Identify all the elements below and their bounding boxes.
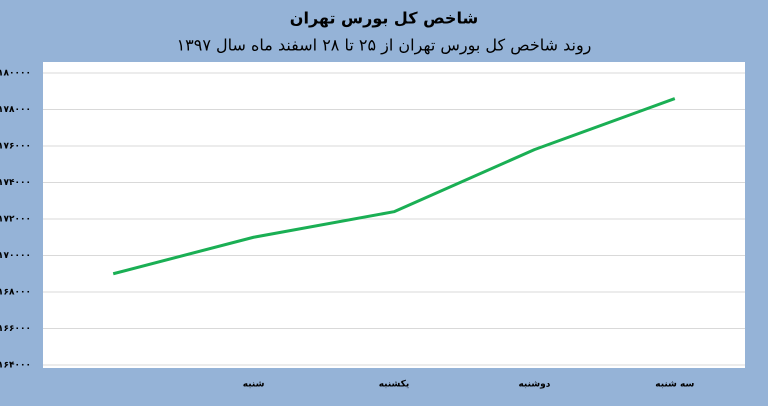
y-tick-label: ۱۷۶۰۰۰ bbox=[0, 142, 31, 152]
x-tick-label: سه شنبه bbox=[655, 380, 694, 390]
y-tick-label: ۱۷۰۰۰۰ bbox=[0, 251, 31, 261]
chart-title: شاخص کل بورس تهران bbox=[290, 9, 478, 28]
y-tick-label: ۱۸۰۰۰۰ bbox=[0, 69, 31, 79]
y-tick-label: ۱۶۴۰۰۰ bbox=[0, 361, 31, 371]
chart-subtitle: روند شاخص کل بورس تهران از ۲۵ تا ۲۸ اسفن… bbox=[177, 36, 592, 56]
y-tick-label: ۱۷۲۰۰۰ bbox=[0, 215, 31, 225]
y-tick-label: ۱۶۸۰۰۰ bbox=[0, 288, 31, 298]
y-tick-label: ۱۷۴۰۰۰ bbox=[0, 178, 31, 188]
y-tick-label: ۱۷۸۰۰۰ bbox=[0, 105, 31, 115]
x-tick-label: یکشنبه bbox=[379, 380, 410, 390]
plot-area bbox=[43, 62, 745, 368]
x-tick-label: دوشنبه bbox=[518, 380, 550, 390]
line bbox=[112, 97, 676, 276]
y-tick-label: ۱۶۶۰۰۰ bbox=[0, 324, 31, 334]
x-tick-label: شنبه bbox=[243, 380, 265, 390]
